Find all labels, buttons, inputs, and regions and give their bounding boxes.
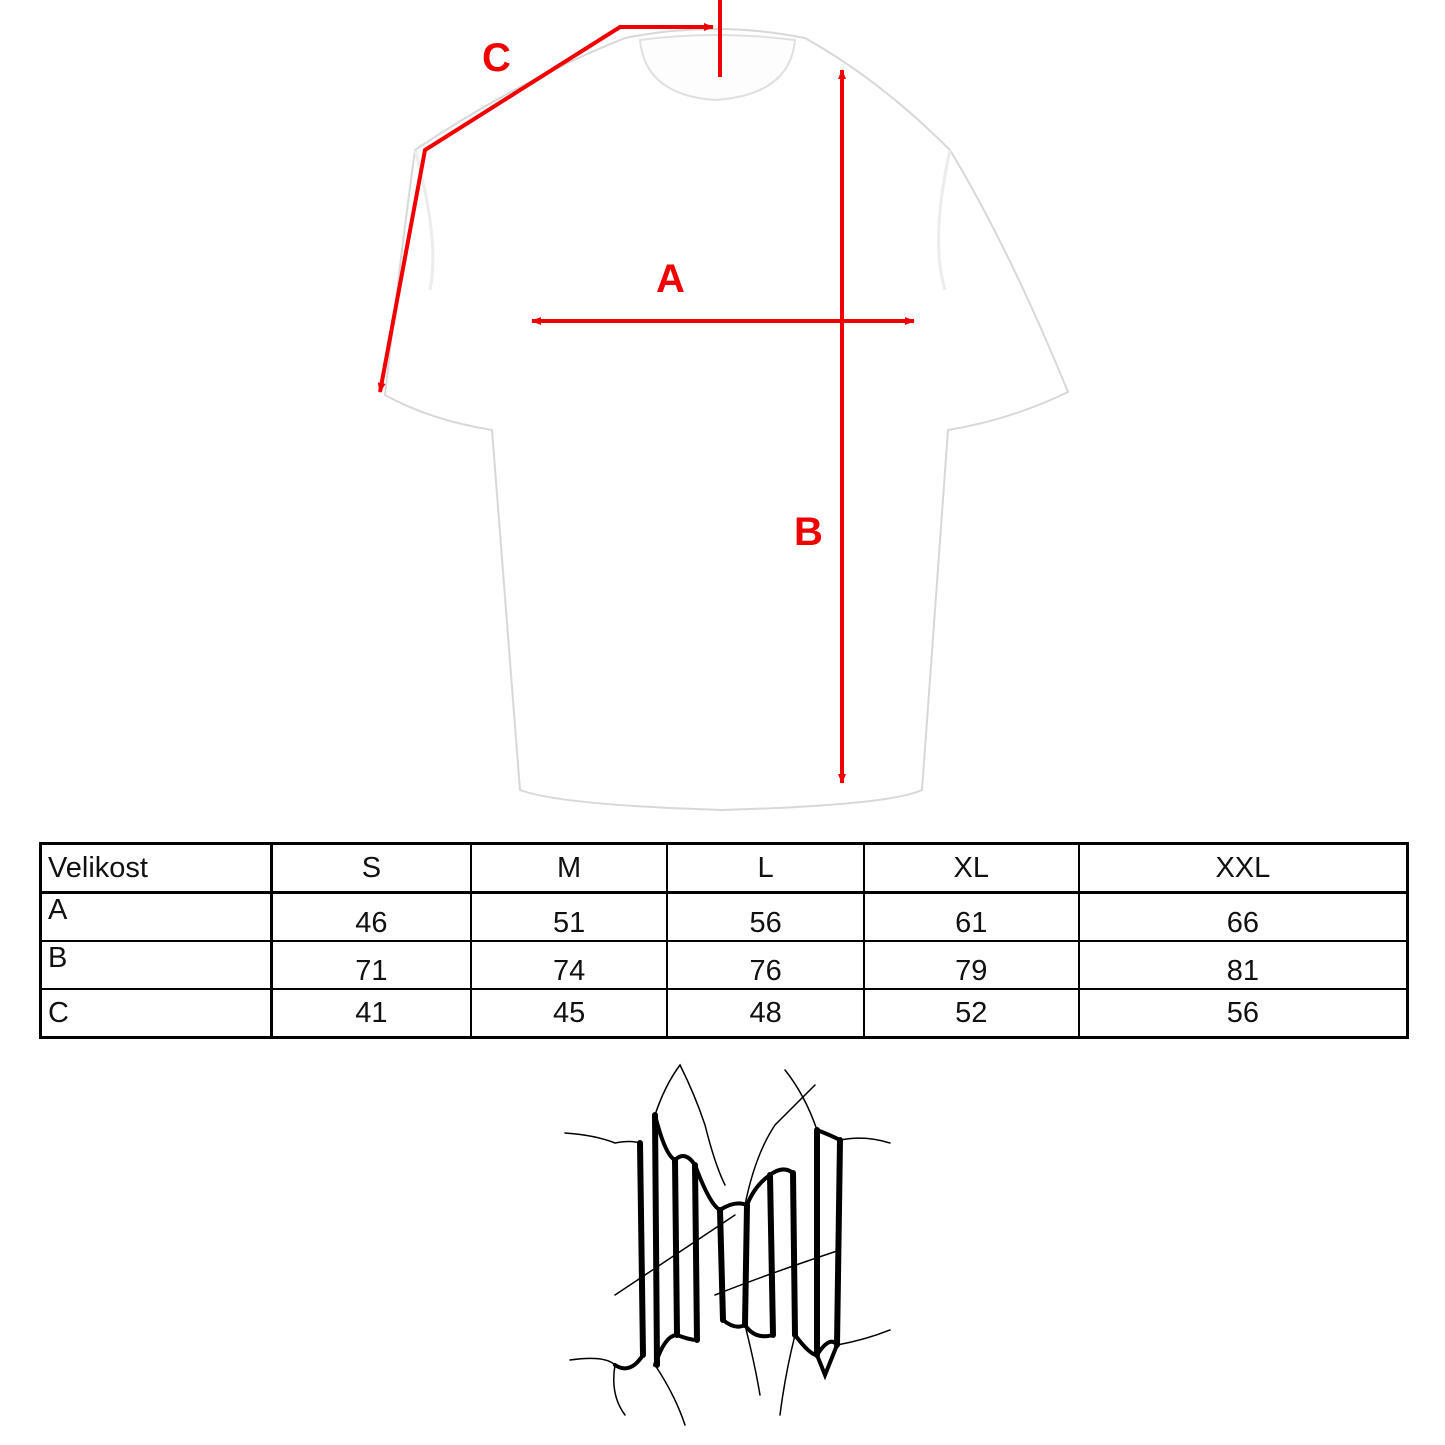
row-label: C	[39, 988, 273, 1039]
cell: 79	[862, 940, 1080, 990]
label-c: C	[482, 36, 511, 80]
table-row: C 41 45 48 52 56	[39, 988, 1409, 1039]
cell: 56	[1077, 988, 1409, 1039]
header-cell: Velikost	[39, 842, 273, 894]
cell: 45	[469, 988, 669, 1039]
measurement-arrows	[377, 0, 915, 784]
arrow-c	[377, 23, 714, 393]
cell: 61	[862, 891, 1080, 942]
table-header-row: Velikost S M L XL XXL	[39, 842, 1409, 894]
cell: 52	[862, 988, 1080, 1039]
header-cell: S	[270, 842, 472, 894]
table-row: B 71 74 76 79 81	[39, 940, 1409, 990]
table-row: A 46 51 56 61 66	[39, 891, 1409, 942]
brand-logo	[564, 1063, 891, 1426]
cell: 48	[666, 988, 865, 1039]
cell: 71	[270, 940, 472, 990]
cell: 66	[1077, 891, 1409, 942]
cell: 81	[1077, 940, 1409, 990]
label-b: B	[794, 510, 823, 554]
tshirt-image	[383, 28, 1070, 812]
cell: 46	[270, 891, 472, 942]
row-label: A	[39, 891, 273, 942]
header-cell: XXL	[1077, 842, 1409, 894]
cell: 76	[666, 940, 865, 990]
tshirt-measurement-diagram: C A B	[377, 0, 1070, 812]
cell: 51	[469, 891, 669, 942]
header-cell: M	[469, 842, 669, 894]
cell: 74	[469, 940, 669, 990]
header-cell: XL	[862, 842, 1080, 894]
cell: 41	[270, 988, 472, 1039]
header-cell: L	[666, 842, 865, 894]
row-label: B	[39, 940, 273, 990]
label-a: A	[656, 257, 685, 301]
size-table: Velikost S M L XL XXL A 46 51 56 61 66 B…	[39, 842, 1409, 1039]
cell: 56	[666, 891, 865, 942]
